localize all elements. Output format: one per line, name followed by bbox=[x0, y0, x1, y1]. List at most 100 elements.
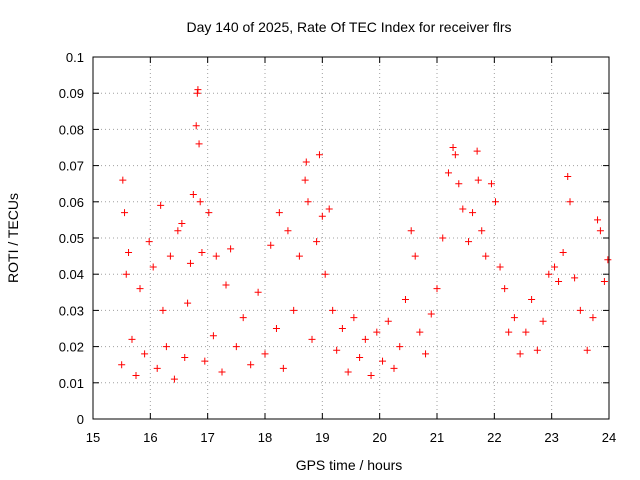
data-point bbox=[373, 328, 381, 336]
data-point bbox=[304, 198, 312, 206]
data-point bbox=[594, 216, 602, 224]
data-point bbox=[390, 364, 398, 372]
y-tick-label: 0.01 bbox=[59, 376, 84, 391]
data-point bbox=[439, 234, 447, 242]
axis-ticks bbox=[92, 56, 610, 420]
data-point bbox=[254, 288, 262, 296]
x-tick-label: 20 bbox=[372, 430, 386, 445]
x-tick-label: 15 bbox=[86, 430, 100, 445]
data-point bbox=[212, 252, 220, 260]
data-point bbox=[290, 306, 298, 314]
data-point bbox=[284, 227, 292, 235]
data-point bbox=[487, 180, 495, 188]
data-point bbox=[465, 238, 473, 246]
data-point bbox=[583, 346, 591, 354]
data-point bbox=[539, 317, 547, 325]
data-point bbox=[604, 256, 612, 264]
data-point bbox=[227, 245, 235, 253]
data-point bbox=[313, 238, 321, 246]
data-point bbox=[367, 372, 375, 380]
data-point bbox=[516, 350, 524, 358]
data-point bbox=[195, 140, 203, 148]
data-points bbox=[118, 86, 612, 383]
data-point bbox=[333, 346, 341, 354]
x-tick-label: 23 bbox=[544, 430, 558, 445]
data-point bbox=[533, 346, 541, 354]
data-point bbox=[196, 198, 204, 206]
data-point bbox=[576, 306, 584, 314]
data-point bbox=[128, 335, 136, 343]
data-point bbox=[455, 180, 463, 188]
data-point bbox=[329, 306, 337, 314]
data-point bbox=[132, 372, 140, 380]
y-tick-label: 0.09 bbox=[59, 86, 84, 101]
data-point bbox=[166, 252, 174, 260]
data-point bbox=[350, 314, 358, 322]
data-point bbox=[125, 248, 133, 256]
x-axis-label: GPS time / hours bbox=[296, 457, 403, 473]
data-point bbox=[571, 274, 579, 282]
data-point bbox=[295, 252, 303, 260]
data-point bbox=[449, 144, 457, 151]
x-tick-label: 19 bbox=[315, 430, 329, 445]
x-tick-label: 22 bbox=[487, 430, 501, 445]
data-point bbox=[356, 353, 364, 361]
data-point bbox=[247, 361, 255, 369]
y-tick-label: 0.02 bbox=[59, 340, 84, 355]
data-point bbox=[459, 205, 467, 213]
data-point bbox=[239, 314, 247, 322]
data-point bbox=[596, 227, 604, 235]
y-tick-label: 0.07 bbox=[59, 159, 84, 174]
data-point bbox=[473, 147, 481, 155]
data-point bbox=[344, 368, 352, 376]
data-point bbox=[308, 335, 316, 343]
data-point bbox=[209, 332, 217, 340]
data-point bbox=[301, 176, 309, 184]
data-point bbox=[302, 158, 310, 166]
data-point bbox=[469, 209, 477, 217]
data-point bbox=[193, 89, 201, 97]
data-point bbox=[122, 270, 130, 278]
data-point bbox=[232, 343, 240, 351]
data-point bbox=[198, 248, 206, 256]
data-point bbox=[566, 198, 574, 206]
data-point bbox=[433, 285, 441, 293]
data-point bbox=[564, 172, 572, 180]
data-point bbox=[119, 176, 127, 184]
plot-frame bbox=[92, 56, 610, 420]
data-point bbox=[121, 209, 129, 217]
data-point bbox=[174, 227, 182, 235]
data-point bbox=[401, 296, 409, 304]
data-point bbox=[361, 335, 369, 343]
data-point bbox=[444, 169, 452, 177]
data-point bbox=[136, 285, 144, 293]
y-tick-label: 0.04 bbox=[59, 267, 84, 282]
data-point bbox=[505, 328, 513, 336]
y-tick-label: 0.06 bbox=[59, 195, 84, 210]
data-point bbox=[522, 328, 530, 336]
data-point bbox=[321, 270, 329, 278]
data-point bbox=[338, 325, 346, 332]
data-point bbox=[153, 364, 161, 372]
data-point bbox=[181, 353, 189, 361]
data-point bbox=[141, 350, 149, 358]
data-point bbox=[427, 310, 435, 318]
data-point bbox=[184, 299, 192, 307]
x-tick-label: 17 bbox=[200, 430, 214, 445]
data-point bbox=[491, 198, 499, 206]
y-tick-label: 0.08 bbox=[59, 122, 84, 137]
data-point bbox=[272, 325, 280, 332]
chart-title: Day 140 of 2025, Rate Of TEC Index for r… bbox=[186, 19, 511, 35]
y-tick-label: 0 bbox=[77, 412, 84, 427]
data-point bbox=[186, 259, 194, 267]
data-point bbox=[482, 252, 490, 260]
data-point bbox=[318, 212, 326, 220]
data-point bbox=[325, 205, 333, 213]
data-point bbox=[545, 270, 553, 278]
data-point bbox=[279, 364, 287, 372]
data-point bbox=[422, 350, 430, 358]
tick-labels: 15 16 17 18 19 20 21 22 23 24 0 0.01 0.02 0.03 0.04 0.0… bbox=[59, 50, 617, 445]
data-point bbox=[551, 263, 559, 271]
data-point bbox=[416, 328, 424, 336]
